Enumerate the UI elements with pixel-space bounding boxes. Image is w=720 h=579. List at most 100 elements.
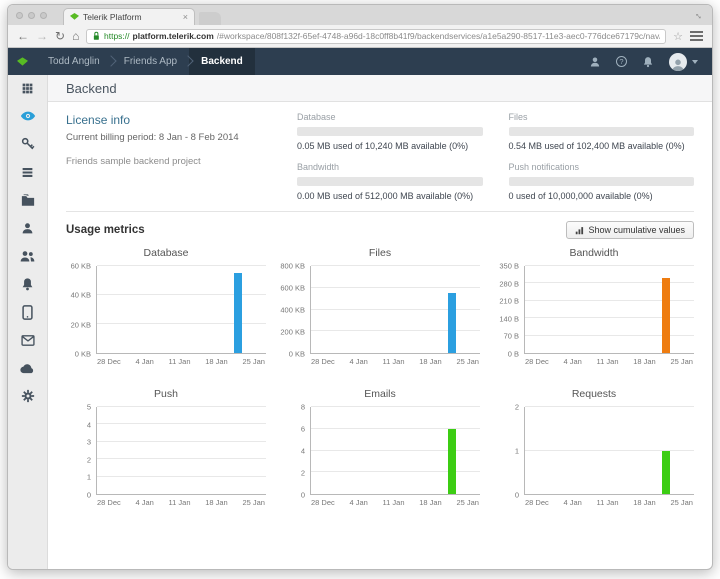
breadcrumb-backend[interactable]: Backend [189, 48, 255, 75]
x-tick-label: 25 Jan [670, 357, 693, 366]
sidebar-item-user-groups[interactable] [8, 242, 47, 270]
x-tick-label: 28 Dec [311, 357, 335, 366]
sidebar-item-emails[interactable] [8, 326, 47, 354]
chart-files: Files 0 KB 200 KB 400 KB 600 KB 800 KB 28 Dec 4… [280, 247, 480, 366]
account-person-icon[interactable] [589, 56, 601, 68]
gridline [525, 449, 694, 451]
gridline [311, 427, 480, 429]
x-axis-labels: 28 Dec 4 Jan 11 Jan 18 Jan 25 Jan [310, 357, 480, 366]
sidebar-item-overview[interactable] [8, 102, 47, 130]
key-icon [21, 137, 34, 150]
chart-body: 0 1 2 [494, 403, 694, 500]
sidebar-item-devices[interactable] [8, 298, 47, 326]
x-tick-label: 4 Jan [349, 498, 368, 507]
sidebar-item-settings[interactable] [8, 382, 47, 410]
new-tab-button[interactable] [199, 12, 221, 25]
x-tick-label: 25 Jan [242, 498, 265, 507]
y-tick-label: 400 KB [280, 305, 305, 315]
x-tick-label: 25 Jan [456, 357, 479, 366]
app-body: Backend License info Current billing per… [8, 75, 712, 569]
reload-button[interactable]: ↻ [55, 29, 66, 43]
page-content: License info Current billing period: 8 J… [48, 102, 712, 569]
sidebar-item-api-keys[interactable] [8, 130, 47, 158]
sidebar-item-data[interactable] [8, 158, 47, 186]
meter-label: Files [508, 112, 528, 122]
chart-body: 0 KB 200 KB 400 KB 600 KB 800 KB [280, 262, 480, 359]
sidebar-item-users[interactable] [8, 214, 47, 242]
gridline [311, 265, 480, 266]
eye-icon [20, 111, 35, 121]
breadcrumb-app[interactable]: Friends App [112, 48, 189, 75]
y-tick-label: 200 KB [280, 327, 305, 337]
gridline [525, 317, 694, 319]
meter-database: Database 0.05 MB used of 10,240 MB avail… [297, 112, 483, 151]
browser-menu-icon[interactable] [690, 31, 703, 41]
window-close-button[interactable] [16, 12, 23, 19]
list-icon [22, 167, 33, 177]
chart-plot-area [96, 406, 266, 495]
x-axis-labels: 28 Dec 4 Jan 11 Jan 18 Jan 25 Jan [524, 357, 694, 366]
x-tick-label: 11 Jan [382, 357, 405, 366]
chart-body: 0 KB 20 KB 40 KB 60 KB [66, 262, 266, 359]
chart-requests: Requests 0 1 2 28 Dec 4 Jan 11 Jan 18 Jan 25 Jan [494, 388, 694, 507]
x-axis-labels: 28 Dec 4 Jan 11 Jan 18 Jan 25 Jan [310, 498, 480, 507]
meter-usage-text: 0.00 MB used of 512,000 MB available (0%… [297, 191, 474, 201]
chart-title: Database [143, 247, 189, 259]
home-button[interactable]: ⌂ [72, 29, 80, 43]
x-tick-label: 11 Jan [596, 498, 619, 507]
y-axis-labels: 0 1 2 3 4 5 [66, 403, 96, 500]
y-tick-label: 0 [86, 490, 91, 500]
y-tick-label: 600 KB [280, 283, 305, 293]
browser-tab[interactable]: Telerik Platform × [63, 8, 195, 25]
y-tick-label: 210 B [499, 296, 519, 306]
address-bar[interactable]: https://platform.telerik.com/#workspace/… [86, 28, 667, 44]
meter-label: Push notifications [508, 162, 580, 172]
chart-plot-area [96, 265, 266, 354]
bookmark-star-icon[interactable]: ☆ [673, 30, 683, 43]
breadcrumb: Todd Anglin Friends App Backend [36, 48, 255, 75]
y-tick-label: 140 B [499, 314, 519, 324]
y-tick-label: 60 KB [70, 261, 91, 271]
forward-button[interactable]: → [36, 29, 48, 43]
sidebar-item-cloud-code[interactable] [8, 354, 47, 382]
breadcrumb-account[interactable]: Todd Anglin [48, 56, 100, 67]
sidebar-item-notifications[interactable] [8, 270, 47, 298]
x-tick-label: 18 Jan [419, 357, 442, 366]
y-tick-label: 2 [300, 468, 305, 478]
account-menu[interactable] [669, 52, 698, 71]
user-icon [22, 222, 33, 233]
data-bar [661, 278, 670, 353]
gridline [97, 294, 266, 295]
window-controls [16, 12, 47, 19]
cloud-icon [20, 363, 34, 373]
notifications-bell-icon[interactable] [642, 56, 654, 68]
show-cumulative-values-button[interactable]: Show cumulative values [566, 221, 694, 239]
user-group-icon [20, 250, 35, 261]
chart-plot-area [310, 406, 480, 495]
fullscreen-icon[interactable]: ↔ [691, 8, 707, 23]
window-minimize-button[interactable] [28, 12, 35, 19]
device-icon [22, 304, 33, 320]
platform-navbar: Todd Anglin Friends App Backend ? [8, 48, 712, 75]
sidebar-item-menu[interactable] [8, 75, 47, 102]
x-tick-label: 18 Jan [633, 498, 656, 507]
url-path: /#workspace/808f132f-65ef-4748-a96d-18c0… [216, 31, 661, 41]
tab-close-icon[interactable]: × [182, 11, 188, 22]
back-button[interactable]: ← [17, 29, 29, 43]
browser-toolbar: ← → ↻ ⌂ https://platform.telerik.com/#wo… [8, 25, 712, 48]
x-tick-label: 18 Jan [205, 498, 228, 507]
y-tick-label: 1 [86, 472, 91, 482]
window-zoom-button[interactable] [40, 12, 47, 19]
y-tick-label: 800 KB [280, 261, 305, 271]
x-tick-label: 18 Jan [419, 498, 442, 507]
data-bar [447, 428, 456, 494]
gridline [525, 334, 694, 336]
help-icon[interactable]: ? [616, 56, 627, 67]
chart-title: Requests [571, 388, 617, 400]
sidebar-item-files[interactable] [8, 186, 47, 214]
chart-push: Push 0 1 2 3 4 5 28 Dec 4 Jan 11 Jan 18 Jan 25 Jan [66, 388, 266, 507]
license-info-title[interactable]: License info [66, 113, 131, 127]
telerik-logo[interactable] [8, 48, 36, 75]
gridline [311, 308, 480, 310]
gridline [525, 406, 694, 407]
